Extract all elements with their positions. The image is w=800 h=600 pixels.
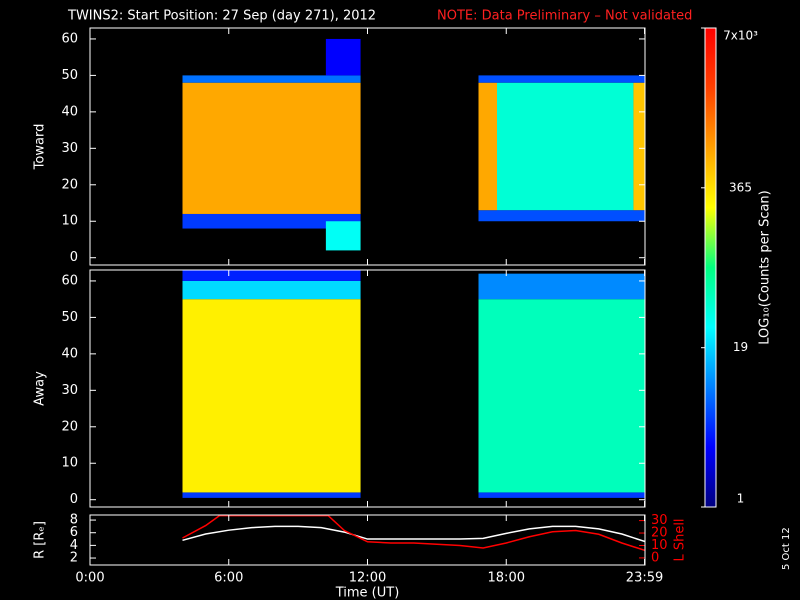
y-axis-label: Toward [33, 124, 48, 171]
heatmap-cell [182, 213, 361, 229]
y-tick-label: 50 [61, 310, 78, 325]
y-tick-label: 8 [70, 513, 78, 528]
heatmap-cell [478, 273, 645, 300]
x-tick-label: 12:00 [349, 571, 386, 586]
heatmap [182, 270, 645, 498]
y2-axis-label: L Shell [673, 518, 688, 561]
colorbar-tick-label: 1 [737, 492, 745, 506]
y2-tick-label: 20 [651, 526, 668, 541]
y2-tick-label: 30 [651, 513, 668, 528]
y-tick-label: 30 [61, 141, 78, 156]
heatmap-cell [497, 82, 634, 211]
y-tick-label: 60 [61, 31, 78, 46]
heatmap-cell [478, 299, 645, 493]
y-tick-label: 20 [61, 177, 78, 192]
x-axis-label: Time (UT) [335, 586, 400, 600]
y-axis-label: Away [33, 371, 48, 406]
y-tick-label: 10 [61, 456, 78, 471]
plot-frame [89, 514, 646, 566]
heatmap-cell [325, 221, 361, 251]
x-tick-label: 0:00 [75, 571, 104, 586]
chart-title: TWINS2: Start Position: 27 Sep (day 271)… [67, 9, 376, 24]
y-tick-label: 60 [61, 273, 78, 288]
y-tick-label: 2 [70, 551, 78, 566]
y-tick-label: 20 [61, 419, 78, 434]
heatmap-cell [182, 82, 361, 214]
heatmap-cell [182, 299, 361, 493]
y-axis-label: R [Rₑ] [33, 521, 48, 559]
y-tick-label: 4 [70, 538, 78, 553]
side-note: 5 Oct 12 [781, 527, 792, 570]
heatmap-cell [182, 75, 361, 83]
x-tick-label: 23:59 [626, 571, 663, 586]
heatmap-cell [478, 492, 645, 498]
y-tick-label: 40 [61, 346, 78, 361]
y-tick-label: 0 [70, 250, 78, 265]
y-tick-label: 30 [61, 383, 78, 398]
colorbar [704, 27, 717, 508]
colorbar-tick-label: 365 [729, 180, 752, 194]
y-tick-label: 50 [61, 68, 78, 83]
y-tick-label: 6 [70, 525, 78, 540]
heatmap-cell [633, 82, 645, 211]
colorbar-label: LOG₁₀(Counts per Scan) [758, 190, 773, 345]
heatmap-cell [182, 492, 361, 498]
y-tick-label: 10 [61, 214, 78, 229]
y-tick-label: 0 [70, 492, 78, 507]
heatmap-cell [478, 210, 645, 222]
heatmap-cell [478, 82, 497, 211]
data-line [182, 515, 645, 552]
heatmap-cell [182, 270, 361, 281]
heatmap-cell [182, 280, 361, 300]
x-tick-label: 18:00 [488, 571, 525, 586]
colorbar-tick-label: 7x10³ [723, 29, 758, 43]
colorbar-tick-label: 19 [733, 340, 748, 354]
y2-tick-label: 10 [651, 538, 668, 553]
heatmap-cell [325, 38, 361, 76]
x-tick-label: 6:00 [214, 571, 243, 586]
y-tick-label: 40 [61, 104, 78, 119]
y2-tick-label: 0 [651, 550, 659, 565]
heatmap-cell [478, 75, 645, 83]
heatmap [182, 38, 645, 251]
data-line [182, 525, 645, 543]
note: NOTE: Data Preliminary – Not validated [437, 9, 692, 24]
